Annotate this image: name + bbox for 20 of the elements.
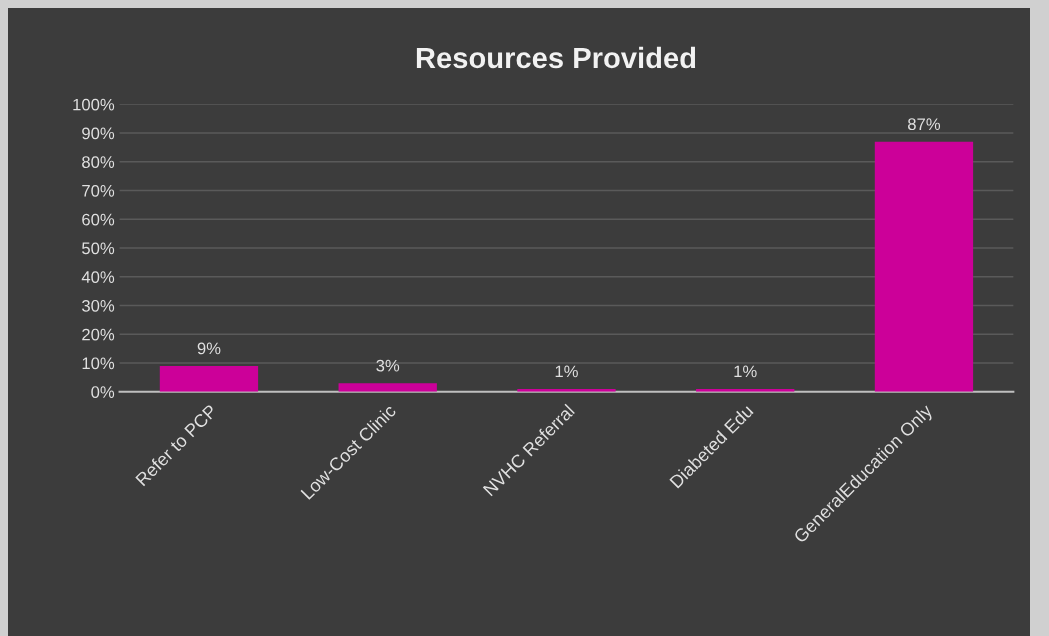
y-tick-label: 80% [82,156,115,168]
y-tick-label: 70% [82,184,115,197]
y-tick-label: 40% [81,271,115,283]
y-tick-label: 30% [82,299,115,312]
data-label: 3% [376,359,400,372]
y-tick-label: 50% [82,242,115,255]
y-tick-label: 60% [82,213,115,226]
y-tick-label: 0% [91,386,115,398]
data-label: 1% [555,365,578,378]
y-tick-label: 90% [82,127,115,140]
bar [338,383,437,392]
y-tick-label: 10% [82,357,115,370]
data-label: 87% [908,118,941,131]
y-tick-label: 20% [82,328,115,341]
data-label: 1% [734,365,757,378]
bar [159,365,259,392]
data-label: 9% [197,342,221,355]
chart-title: Resources Provided [416,46,696,69]
y-tick-label: 100% [73,98,115,111]
bar [874,141,974,392]
